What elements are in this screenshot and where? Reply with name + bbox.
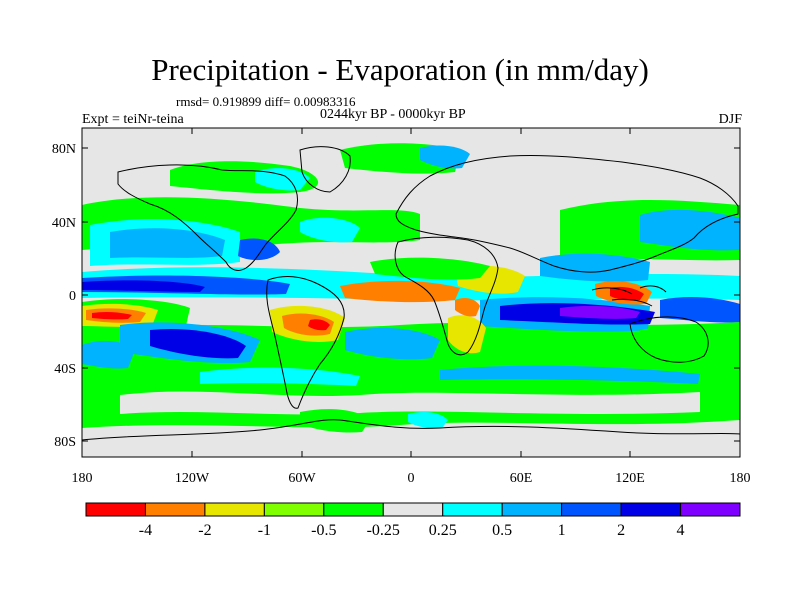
- field-region: [448, 315, 486, 354]
- colorbar-label: 1: [558, 522, 566, 539]
- colorbar-label: 4: [677, 522, 685, 539]
- field-region: [308, 319, 330, 331]
- coastline-africa: [394, 236, 499, 356]
- field-region: [82, 280, 205, 292]
- colorbar-swatch: [144, 502, 206, 517]
- lon-tick-label: 120E: [615, 471, 645, 486]
- field-region: [150, 328, 246, 359]
- lat-tick-label: 40S: [54, 362, 76, 377]
- lat-tick-label: 80S: [54, 435, 76, 450]
- coastline-indonesia: [591, 285, 667, 307]
- coastline-north-america: [117, 164, 299, 271]
- lon-tick-label: 60W: [288, 471, 316, 486]
- coastline-greenland: [299, 146, 351, 193]
- colorbar-swatch: [680, 502, 741, 517]
- field-region: [238, 238, 280, 261]
- colorbar-swatch: [620, 502, 682, 517]
- colorbar-label: 0.5: [492, 522, 512, 539]
- field-region: [540, 253, 650, 282]
- experiment-label: Expt = teiNr-teina: [82, 112, 184, 127]
- field-region: [560, 305, 640, 319]
- lat-tick-label: 40N: [52, 216, 76, 231]
- colorbar-label: 2: [617, 522, 625, 539]
- colorbar: -4 -2 -1 -0.5 -0.25 0.25 0.5 1 2 4: [85, 502, 741, 539]
- coastline-antarctica: [82, 419, 740, 441]
- colorbar-swatch: [501, 502, 563, 517]
- colorbar-swatch: [442, 502, 503, 517]
- field-region: [640, 209, 740, 251]
- field-region: [420, 145, 470, 169]
- colorbar-label: -0.5: [311, 522, 336, 539]
- lon-tick-label: 0: [408, 471, 415, 486]
- lat-tick-label: 0: [69, 289, 76, 304]
- field-region: [120, 391, 700, 415]
- colorbar-swatch: [561, 502, 622, 517]
- season-label: DJF: [718, 112, 742, 127]
- field-region: [440, 365, 700, 384]
- lon-tick-label: 180: [72, 471, 93, 486]
- field-region: [92, 311, 132, 320]
- lat-axis: 80N 40N 0 40S 80S: [52, 142, 740, 450]
- colorbar-label: -2: [198, 522, 211, 539]
- field-region: [610, 286, 644, 301]
- field-region: [640, 327, 740, 354]
- colorbar-swatch: [263, 502, 325, 517]
- colorbar-label: -4: [139, 522, 152, 539]
- stats-label: rmsd= 0.919899 diff= 0.00983316: [176, 94, 356, 109]
- colorbar-swatch: [85, 502, 146, 517]
- field-region: [340, 280, 460, 303]
- lat-tick-label: 80N: [52, 142, 76, 157]
- colorbar-swatch: [382, 502, 444, 517]
- lon-tick-label: 120W: [175, 471, 210, 486]
- field-region: [200, 367, 360, 386]
- colorbar-swatch: [323, 502, 384, 517]
- coastline-australia: [629, 316, 709, 363]
- field-region: [345, 327, 440, 360]
- field-region: [455, 298, 480, 317]
- field-region: [408, 412, 448, 429]
- field-region: [300, 217, 360, 243]
- coastline-south-america: [266, 276, 345, 409]
- colorbar-label: 0.25: [429, 522, 457, 539]
- field-region: [370, 257, 490, 280]
- field-region: [255, 168, 310, 191]
- period-label: 0244kyr BP - 0000kyr BP: [320, 107, 466, 122]
- coastline-eurasia: [395, 154, 739, 273]
- colorbar-label: -0.25: [367, 522, 400, 539]
- map-title: Precipitation - Evaporation (in mm/day): [151, 52, 649, 87]
- lon-tick-label: 180: [730, 471, 751, 486]
- lon-tick-label: 60E: [510, 471, 533, 486]
- coastlines: [82, 146, 740, 441]
- field-region: [300, 409, 370, 433]
- lon-axis: 180 120W 60W 0 60E 120E 180: [72, 128, 751, 486]
- colorbar-swatch: [204, 502, 265, 517]
- colorbar-label: -1: [258, 522, 271, 539]
- field-region: [660, 297, 740, 323]
- field-region: [82, 340, 135, 369]
- field-region: [110, 228, 225, 258]
